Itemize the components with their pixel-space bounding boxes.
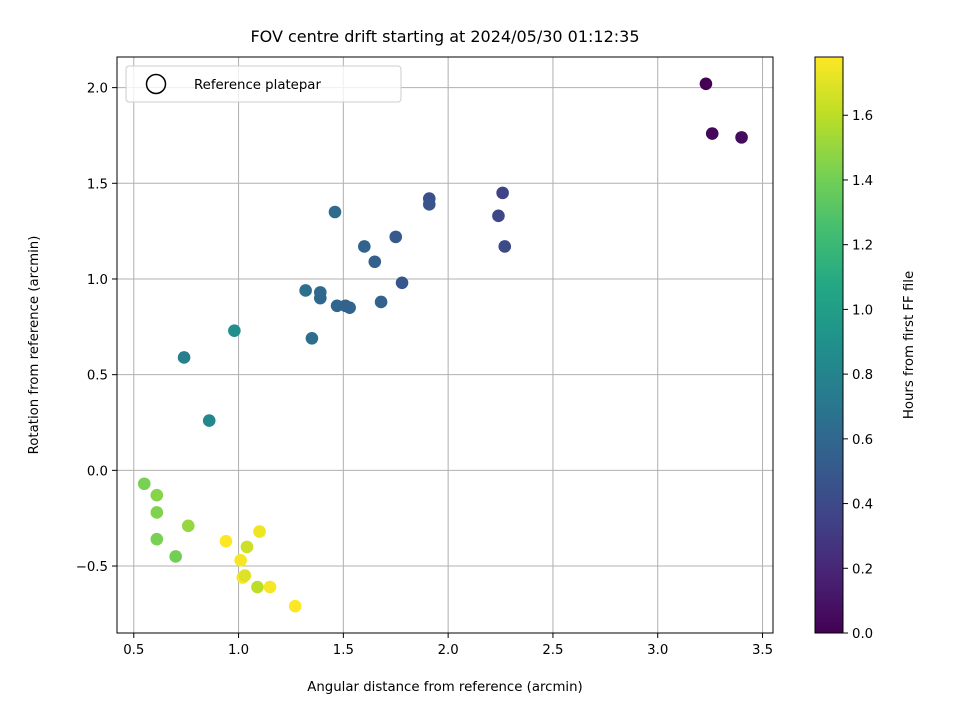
scatter-point <box>389 230 403 244</box>
colorbar-tick-label: 1.4 <box>852 174 873 189</box>
scatter-point <box>374 295 388 309</box>
scatter-point <box>358 240 371 253</box>
x-tick-label: 1.5 <box>333 643 354 658</box>
scatter-point <box>202 414 216 427</box>
colorbar <box>814 56 844 634</box>
colorbar-tick-label: 1.0 <box>852 303 873 318</box>
y-tick-label: 0.0 <box>87 464 108 479</box>
scatter-point <box>150 532 164 546</box>
scatter-point <box>498 240 512 253</box>
scatter-point <box>422 198 436 211</box>
colorbar-ticks: 0.0 0.2 0.4 0.6 0.8 1.0 1.2 1.4 1.6 <box>843 109 873 642</box>
legend-entry-label: Reference platepar <box>194 78 321 93</box>
x-tick-label: 3.5 <box>752 643 773 658</box>
scatter-point <box>299 284 312 297</box>
plot-area-frame <box>116 56 774 634</box>
scatter-point <box>330 299 344 313</box>
scatter-point <box>705 127 719 140</box>
scatter-point <box>137 477 151 491</box>
scatter-points <box>137 77 748 613</box>
x-tick-label: 2.0 <box>438 643 459 658</box>
scatter-point <box>251 580 264 594</box>
y-axis-label: Rotation from reference (arcmin) <box>27 236 42 455</box>
legend: Reference platepar <box>125 65 402 103</box>
scatter-point <box>699 77 713 91</box>
scatter-point <box>150 488 164 502</box>
scatter-point <box>219 534 233 548</box>
scatter-point <box>234 553 247 567</box>
scatter-point <box>395 276 409 290</box>
scatter-point <box>150 506 164 519</box>
scatter-point <box>263 580 277 594</box>
x-tick-label: 2.5 <box>542 643 563 658</box>
y-tick-label: −0.5 <box>76 560 108 575</box>
scatter-point <box>368 255 382 269</box>
scatter-point <box>735 131 748 144</box>
x-axis-ticks: 0.5 1.0 1.5 2.0 2.5 3.0 3.5 <box>123 633 773 658</box>
colorbar-label: Hours from first FF file <box>902 271 917 419</box>
legend-marker-open-circle <box>145 73 167 95</box>
scatter-point <box>169 550 182 563</box>
chart-title: FOV centre drift starting at 2024/05/30 … <box>250 27 639 46</box>
scatter-point <box>240 540 254 554</box>
colorbar-tick-label: 0.4 <box>852 498 873 513</box>
x-tick-label: 1.0 <box>228 643 249 658</box>
scatter-point <box>238 569 252 582</box>
scatter-point <box>492 209 505 223</box>
legend-box <box>125 65 402 103</box>
y-tick-label: 2.0 <box>87 82 108 97</box>
y-axis-ticks: −0.5 0.0 0.5 1.0 1.5 2.0 <box>76 82 117 575</box>
colorbar-tick-label: 1.6 <box>852 109 873 124</box>
scatter-point <box>228 324 241 337</box>
colorbar-tick-label: 0.6 <box>852 433 873 448</box>
grid-lines <box>117 57 773 633</box>
scatter-point <box>177 351 191 364</box>
scatter-point <box>305 332 319 345</box>
x-tick-label: 3.0 <box>647 643 668 658</box>
scatter-point <box>288 599 302 613</box>
colorbar-tick-label: 0.8 <box>852 368 873 383</box>
scatter-point <box>253 525 266 538</box>
scatter-point <box>496 186 509 200</box>
colorbar-tick-label: 0.0 <box>852 627 873 642</box>
x-tick-label: 0.5 <box>123 643 144 658</box>
colorbar-tick-label: 1.2 <box>852 239 873 254</box>
y-tick-label: 0.5 <box>87 369 108 384</box>
colorbar-tick-label: 0.2 <box>852 562 873 577</box>
y-tick-label: 1.0 <box>87 273 108 288</box>
scatter-point <box>181 519 195 533</box>
scatter-point <box>313 286 327 299</box>
x-axis-label: Angular distance from reference (arcmin) <box>307 680 582 695</box>
scatter-point <box>328 205 342 219</box>
y-tick-label: 1.5 <box>87 177 108 192</box>
